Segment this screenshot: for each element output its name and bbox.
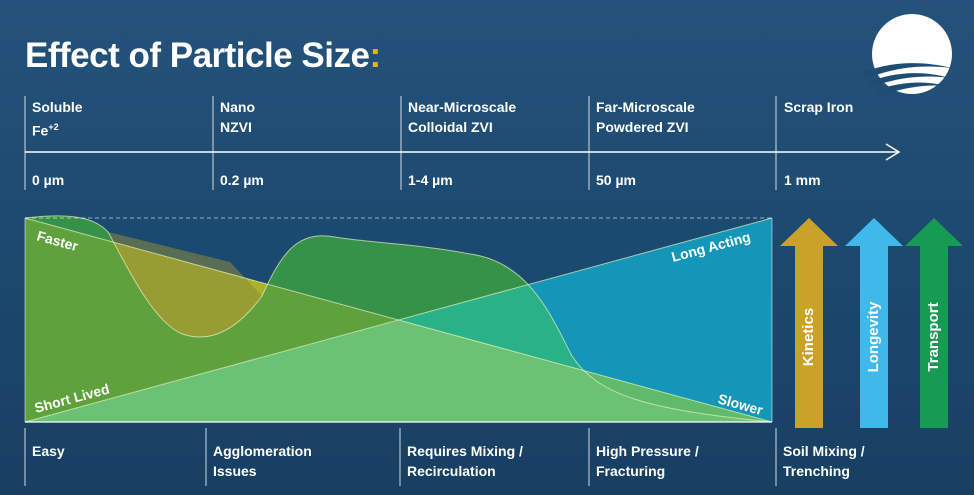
longevity-arrow-icon xyxy=(845,218,903,428)
page-title: Effect of Particle Size: xyxy=(25,36,381,76)
title-text: Effect of Particle Size xyxy=(25,36,370,75)
bottom-label-line1: Easy xyxy=(32,443,65,459)
column-heading-near-microscale: Near-Microscale Colloidal ZVI xyxy=(408,97,516,137)
transport-curve-outline xyxy=(24,215,773,423)
tick-label: 0 µm xyxy=(32,172,65,188)
bottom-label-soil-mixing: Soil Mixing / Trenching xyxy=(783,441,865,481)
tick-label: 50 µm xyxy=(596,172,636,188)
bottom-label-line2: Fracturing xyxy=(596,463,666,479)
column-heading-scrap-iron: Scrap Iron xyxy=(784,97,853,117)
kinetics-arrow-label: Kinetics xyxy=(800,307,817,367)
transport-arrow-label: Transport xyxy=(925,302,942,372)
bottom-label-agglomeration: Agglomeration Issues xyxy=(213,441,312,481)
longevity-arrow-label: Longevity xyxy=(865,301,882,373)
column-heading-line2: NZVI xyxy=(220,119,252,135)
bottom-label-line2: Trenching xyxy=(783,463,850,479)
transport-arrow-icon xyxy=(905,218,963,428)
bottom-label-line2: Issues xyxy=(213,463,257,479)
bottom-label-pressure: High Pressure / Fracturing xyxy=(596,441,699,481)
swoosh-globe-logo-icon xyxy=(864,14,952,96)
tick-label: 1 mm xyxy=(784,172,821,188)
bottom-label-line1: Requires Mixing / xyxy=(407,443,523,459)
column-heading-line1: Nano xyxy=(220,99,255,115)
bottom-label-line1: High Pressure / xyxy=(596,443,699,459)
longevity-diagonal xyxy=(24,217,773,423)
tick-label: 1-4 µm xyxy=(408,172,453,188)
dip-shading xyxy=(108,232,262,338)
column-heading-line1: Soluble xyxy=(32,99,83,115)
bottom-label-mixing: Requires Mixing / Recirculation xyxy=(407,441,523,481)
bottom-label-line1: Soil Mixing / xyxy=(783,443,865,459)
column-heading-line2: Powdered ZVI xyxy=(596,119,689,135)
column-heading-line1: Scrap Iron xyxy=(784,99,854,115)
column-heading-line2: Fe xyxy=(32,122,49,139)
overlap-all xyxy=(25,320,772,422)
column-heading-soluble: Soluble Fe+2 xyxy=(32,97,83,141)
column-heading-line1: Far-Microscale xyxy=(596,99,695,115)
title-colon: : xyxy=(369,36,381,75)
bottom-label-line1: Agglomeration xyxy=(213,443,312,459)
column-heading-nano: Nano NZVI xyxy=(220,97,255,137)
bottom-label-line2: Recirculation xyxy=(407,463,496,479)
kinetics-arrow-icon xyxy=(780,218,838,428)
bottom-label-easy: Easy xyxy=(32,441,65,461)
column-heading-line2: Colloidal ZVI xyxy=(408,119,493,135)
column-heading-line1: Near-Microscale xyxy=(408,99,517,115)
column-heading-far-microscale: Far-Microscale Powdered ZVI xyxy=(596,97,695,137)
tick-label: 0.2 µm xyxy=(220,172,264,188)
column-heading-superscript: +2 xyxy=(48,122,59,132)
